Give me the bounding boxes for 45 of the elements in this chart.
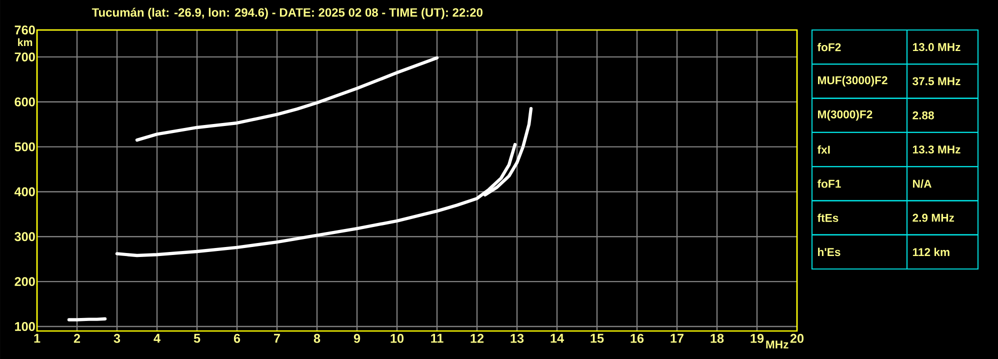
x-tick-label: 16: [630, 334, 644, 343]
x-tick-label: 10: [390, 334, 404, 343]
text: 13.0 MHz: [912, 43, 960, 52]
x-tick-label: 11: [431, 334, 444, 343]
text: 2.9 MHz: [912, 214, 954, 222]
x-tick-label: 18: [710, 334, 724, 343]
x-axis-title: MHz: [766, 340, 788, 348]
y-tick-label: 300: [14, 232, 35, 242]
x-tick-label: 14: [550, 334, 564, 343]
x-tick-label: 17: [670, 334, 684, 343]
x-tick-label: 7: [274, 334, 280, 343]
x-tick-label: 19: [750, 334, 764, 343]
y-tick-label: 500: [14, 142, 35, 152]
text: h'Es: [818, 248, 840, 256]
y-tick-label: 100: [15, 322, 35, 331]
y-tick-label: 600: [14, 97, 35, 106]
x-tick-label: 13: [510, 334, 524, 343]
x-tick-label: 3: [114, 334, 120, 343]
text: M(3000)F2: [818, 110, 872, 121]
text: N/A: [913, 179, 932, 188]
x-tick-label: 5: [194, 334, 200, 343]
text: 37.5 MHz: [912, 77, 960, 86]
x-tick-label: 8: [314, 334, 320, 343]
text: foF1: [817, 179, 841, 188]
x-tick-label: 4: [154, 334, 160, 343]
y-tick-label: 200: [14, 277, 35, 286]
text: 112 km: [912, 248, 950, 256]
y-tick-label: 760: [14, 26, 35, 34]
x-tick-label: 2: [74, 334, 80, 343]
text: 13.3 MHz: [912, 145, 960, 154]
x-tick-label: 9: [354, 334, 360, 343]
x-tick-label: 15: [590, 334, 604, 343]
y-tick-label: 700: [14, 52, 35, 62]
text: foF2: [817, 42, 841, 52]
text: 2.88: [912, 111, 934, 120]
text: ftEs: [817, 214, 838, 222]
chart-title: Tucumán (lat: -26.9, lon: 294.6) - DATE: 2025 02 08 - TIME (UT): 22:20: [92, 8, 483, 20]
y-tick-label: 400: [14, 187, 35, 196]
x-tick-label: 1: [34, 334, 40, 343]
x-tick-label: 6: [234, 334, 240, 343]
text: MUF(3000)F2: [818, 76, 888, 86]
y-axis-title: km: [18, 38, 32, 46]
text: fxI: [817, 145, 830, 154]
x-tick-label: 12: [470, 334, 484, 343]
x-tick-label: 20: [790, 334, 804, 343]
